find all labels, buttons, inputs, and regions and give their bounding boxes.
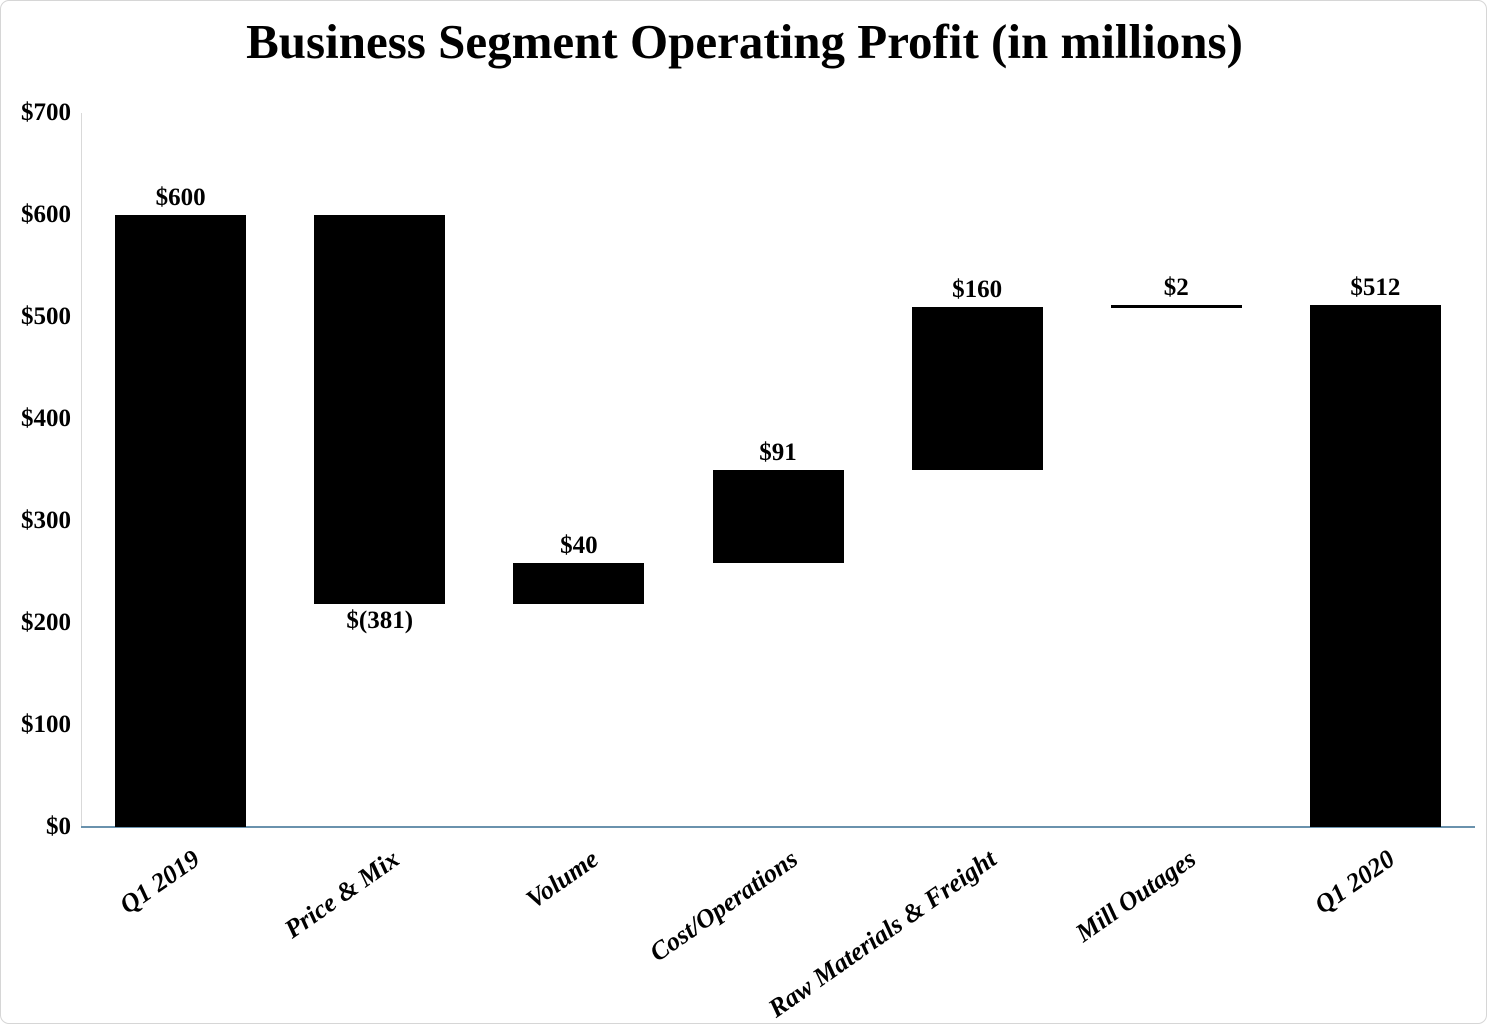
x-axis-label: Q1 2020	[1309, 844, 1401, 920]
y-axis-tick-label: $100	[21, 711, 71, 738]
x-axis-label: Cost/Operations	[643, 844, 803, 968]
y-axis-line	[81, 113, 82, 827]
bar-value-label: $91	[759, 439, 797, 466]
bar-value-label: $160	[952, 275, 1003, 303]
bar-value-label: $512	[1350, 273, 1401, 301]
y-axis-tick-label: $300	[21, 507, 71, 534]
x-axis-line	[81, 826, 1475, 828]
bar	[513, 562, 645, 604]
bar	[712, 470, 844, 563]
bar	[314, 215, 446, 604]
bar	[1309, 304, 1441, 827]
bar	[115, 215, 247, 827]
y-axis-tick-label: $700	[21, 99, 71, 126]
y-axis-tick-label: $500	[21, 303, 71, 330]
bar-value-label: $40	[560, 531, 598, 559]
bar-value-label: $2	[1163, 273, 1189, 301]
y-axis-tick-label: $0	[46, 813, 71, 840]
bar-value-label: $(381)	[346, 606, 414, 634]
y-axis-tick-label: $400	[21, 405, 71, 432]
bar	[1110, 304, 1242, 308]
x-axis-label: Q1 2019	[114, 844, 206, 920]
chart-title: Business Segment Operating Profit (in mi…	[246, 14, 1243, 69]
y-axis-tick-label: $600	[21, 201, 71, 228]
bar-value-label: $600	[155, 184, 206, 211]
x-axis-label: Price & Mix	[278, 844, 405, 944]
x-axis-label: Mill Outages	[1070, 844, 1201, 948]
x-axis-label: Volume	[520, 844, 604, 915]
bar	[911, 306, 1043, 470]
y-axis-tick-label: $200	[21, 609, 71, 636]
